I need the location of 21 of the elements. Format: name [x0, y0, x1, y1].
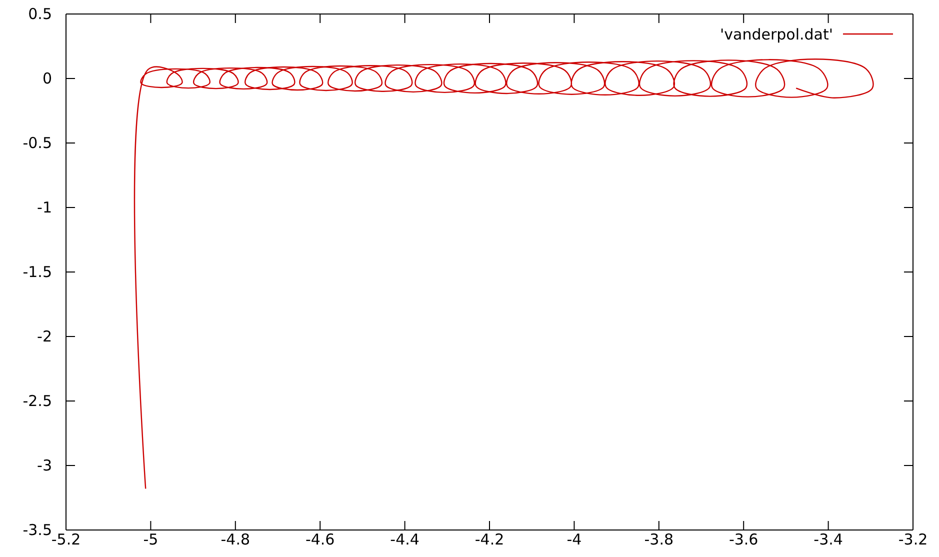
- x-tick-label: -3.8: [644, 530, 674, 549]
- x-tick-label: -4.2: [474, 530, 504, 549]
- x-tick-label: -5: [143, 530, 158, 549]
- x-tick-label: -4.6: [305, 530, 335, 549]
- x-tick-label: -3.4: [814, 530, 843, 549]
- x-tick-label: -3.2: [898, 530, 928, 549]
- y-tick-label: -1.5: [22, 262, 52, 281]
- x-tick-label: -4: [566, 530, 582, 549]
- y-tick-label: -3: [37, 456, 52, 474]
- y-tick-label: 0: [42, 69, 52, 88]
- y-tick-label: -2.5: [22, 392, 52, 410]
- y-tick-label: -0.5: [22, 134, 52, 152]
- y-tick-label: 0.5: [28, 4, 52, 23]
- x-tick-label: -4.4: [390, 530, 420, 549]
- x-tick-label: -3.6: [728, 530, 758, 549]
- x-tick-label: -5.2: [51, 530, 81, 549]
- x-tick-label: -4.8: [220, 530, 250, 549]
- y-tick-label: -2: [37, 327, 52, 346]
- y-tick-label: -1: [37, 198, 52, 216]
- legend-label: 'vanderpol.dat': [720, 25, 833, 44]
- y-tick-label: -3.5: [22, 520, 52, 539]
